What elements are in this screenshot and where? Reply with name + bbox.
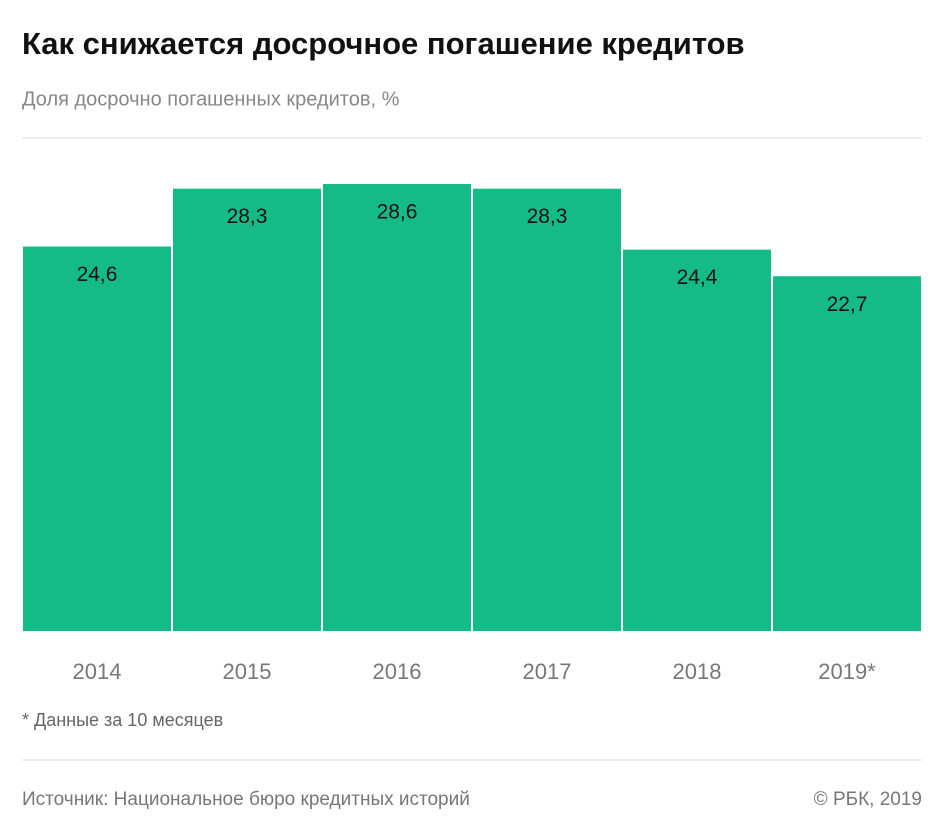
- data-label: 22,7: [827, 293, 868, 316]
- data-label: 24,4: [677, 266, 718, 289]
- x-tick-label: 2017: [523, 659, 572, 684]
- bar: [23, 246, 171, 631]
- bar: [173, 188, 321, 631]
- bar: [623, 249, 771, 631]
- x-tick-label: 2015: [223, 659, 272, 684]
- data-label: 28,3: [227, 205, 268, 228]
- data-label: 28,3: [527, 205, 568, 228]
- x-tick-label: 2019*: [818, 659, 876, 684]
- copyright: © РБК, 2019: [814, 789, 922, 810]
- data-label: 24,6: [77, 263, 118, 286]
- bar: [773, 276, 921, 631]
- chart-subtitle: Доля досрочно погашенных кредитов, %: [22, 88, 400, 110]
- data-label: 28,6: [377, 201, 418, 224]
- chart-title: Как снижается досрочное погашение кредит…: [22, 26, 745, 61]
- footnote: * Данные за 10 месяцев: [22, 710, 223, 730]
- source: Источник: Национальное бюро кредитных ис…: [22, 789, 470, 810]
- x-tick-label: 2018: [673, 659, 722, 684]
- bar: [473, 188, 621, 631]
- x-tick-label: 2016: [373, 659, 422, 684]
- bar: [323, 184, 471, 631]
- x-tick-label: 2014: [73, 659, 122, 684]
